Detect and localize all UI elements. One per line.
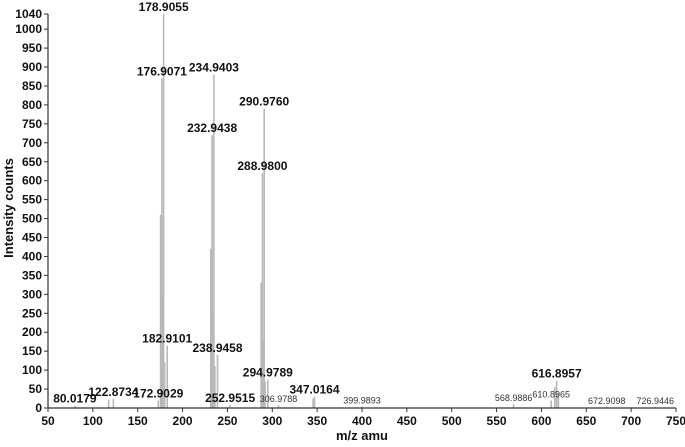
peak-label: 288.9800 <box>237 159 287 173</box>
peak-label: 176.9071 <box>137 64 187 78</box>
x-tick-label: 550 <box>487 414 507 428</box>
y-tick-label: 800 <box>22 98 42 112</box>
x-axis-title: m/z amu <box>336 428 388 443</box>
y-ticks-layer: 0 50 100 150 200 250 300 350 400 450 500 550 600 650 7… <box>15 7 48 415</box>
y-tick-label: 100 <box>22 363 42 377</box>
peak-label: 238.9458 <box>192 341 242 355</box>
peak-label: 726.9446 <box>637 396 675 406</box>
x-tick-label: 750 <box>666 414 685 428</box>
y-tick-label: 300 <box>22 287 42 301</box>
y-tick-label: 950 <box>22 41 42 55</box>
y-tick-label: 250 <box>22 306 42 320</box>
y-tick-label: 50 <box>29 382 43 396</box>
x-tick-label: 500 <box>442 414 462 428</box>
peak-label: 306.9788 <box>260 394 298 404</box>
x-tick-label: 450 <box>397 414 417 428</box>
peak-label: 616.8957 <box>532 367 582 381</box>
peak-label: 234.9403 <box>189 61 239 75</box>
peak-label: 290.9760 <box>239 95 289 109</box>
peak-label: 182.9101 <box>142 332 192 346</box>
x-tick-label: 600 <box>531 414 551 428</box>
x-tick-label: 150 <box>128 414 148 428</box>
peak-label: 80.0179 <box>53 392 97 406</box>
x-tick-label: 400 <box>352 414 372 428</box>
y-axis-title: Intensity counts <box>1 158 16 258</box>
peak-label: 672.9098 <box>588 396 626 406</box>
peak-label: 610.8965 <box>532 389 570 399</box>
annotations-layer: 178.9055 176.9071 234.9403 232.9438290.9760… <box>53 0 674 406</box>
y-tick-label: 200 <box>22 325 42 339</box>
peaks-layer <box>74 14 657 408</box>
peak-label: 399.9893 <box>343 396 381 406</box>
x-tick-label: 200 <box>173 414 193 428</box>
peak-label: 178.9055 <box>139 0 189 14</box>
peak-label: 252.9515 <box>205 391 255 405</box>
y-tick-label: 1040 <box>15 7 42 21</box>
y-tick-label: 1000 <box>15 22 42 36</box>
y-tick-label: 450 <box>22 231 42 245</box>
y-tick-label: 600 <box>22 174 42 188</box>
y-tick-label: 0 <box>35 401 42 415</box>
y-tick-label: 150 <box>22 344 42 358</box>
y-tick-label: 500 <box>22 212 42 226</box>
y-tick-label: 350 <box>22 268 42 282</box>
y-tick-label: 550 <box>22 193 42 207</box>
x-tick-label: 300 <box>262 414 282 428</box>
x-tick-label: 100 <box>83 414 103 428</box>
x-tick-label: 50 <box>41 414 55 428</box>
y-tick-label: 400 <box>22 249 42 263</box>
x-tick-label: 650 <box>576 414 596 428</box>
peak-label: 232.9438 <box>187 121 237 135</box>
x-tick-label: 250 <box>217 414 237 428</box>
y-tick-label: 850 <box>22 79 42 93</box>
x-tick-label: 700 <box>621 414 641 428</box>
peak-label: 568.9886 <box>495 393 533 403</box>
x-tick-label: 350 <box>307 414 327 428</box>
y-tick-label: 700 <box>22 136 42 150</box>
x-ticks-layer: 50 100 150 200 250 300 350 400 450 500 550 600 650 70… <box>41 408 685 428</box>
peak-label: 347.0164 <box>289 383 339 397</box>
peak-label: 294.9789 <box>243 366 293 380</box>
y-tick-label: 900 <box>22 60 42 74</box>
y-tick-label: 650 <box>22 155 42 169</box>
peak-label: 172.9029 <box>133 386 183 400</box>
y-tick-label: 750 <box>22 117 42 131</box>
peak-label: 122.8734 <box>88 385 138 399</box>
